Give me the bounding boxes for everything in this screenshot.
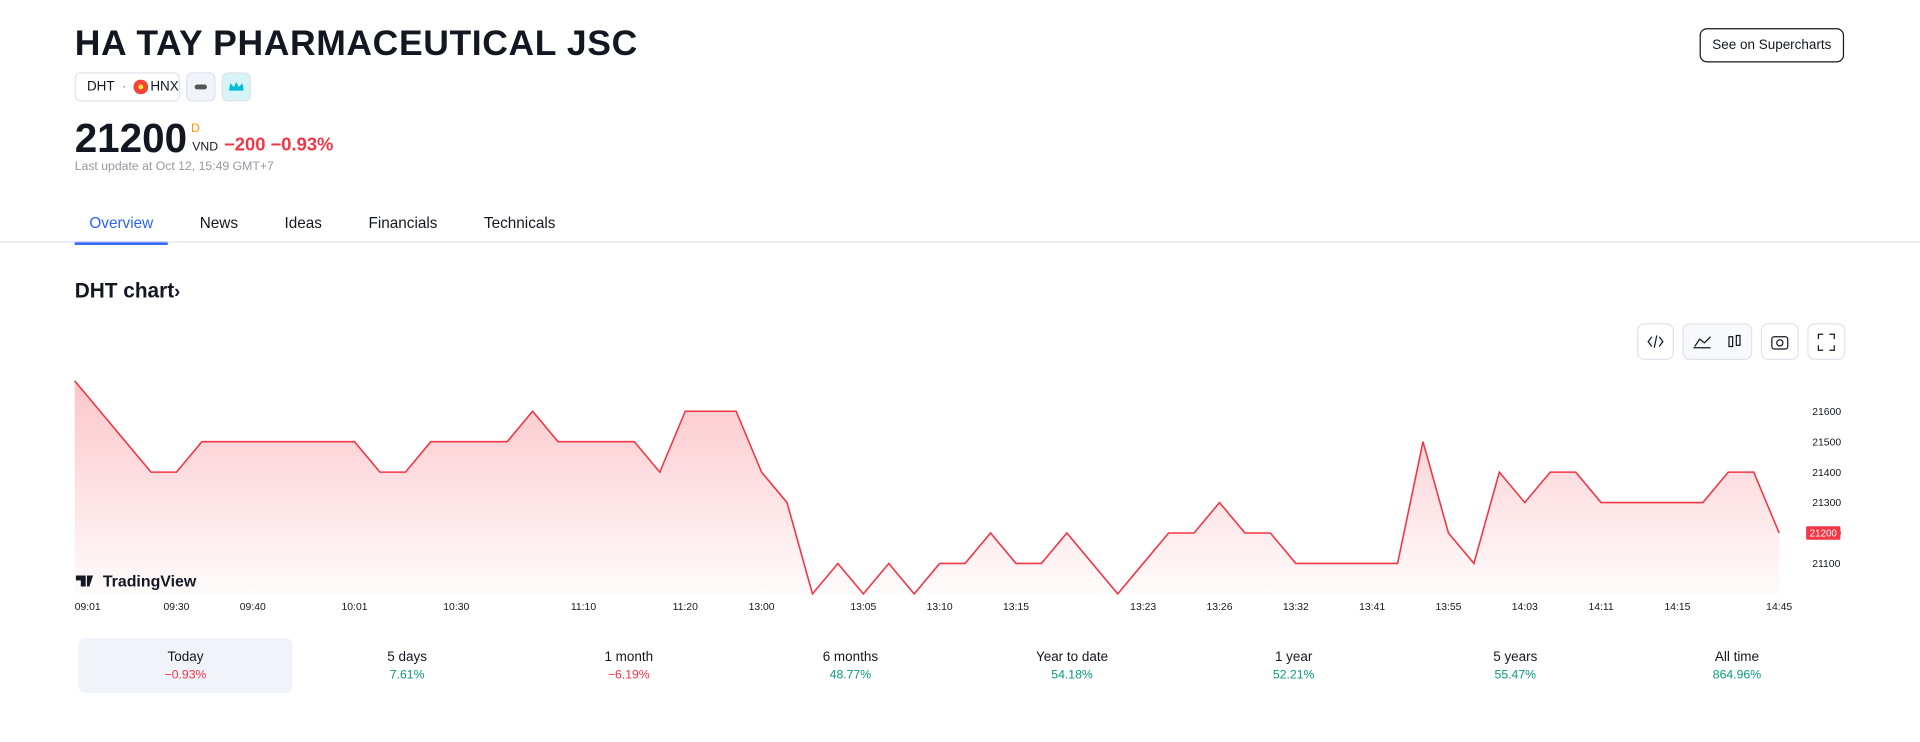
x-tick-label: 10:30 [443,602,469,613]
tab[interactable]: Overview [74,214,168,245]
period[interactable]: 1 month −6.19% [522,638,736,693]
period[interactable]: Today −0.93% [78,637,293,694]
ticker-chip[interactable]: DHT · HNX [74,72,181,102]
fullscreen-icon [1817,333,1835,351]
x-tick-label: 14:03 [1512,602,1538,613]
period-change: 55.47% [1494,668,1537,683]
tab[interactable]: Financials [368,214,438,232]
x-tick-label: 11:10 [571,602,596,613]
period[interactable]: 5 years 55.47% [1408,638,1622,693]
change: −200 −0.93% [224,135,333,156]
y-tick-label: 21500 [1812,437,1841,448]
x-tick-label: 14:45 [1766,602,1792,613]
x-tick-label: 13:32 [1283,602,1309,613]
icon-chip[interactable] [186,72,216,102]
x-tick-label: 14:11 [1588,602,1613,613]
change-pct: −0.93% [270,134,334,156]
period-change: 52.21% [1272,668,1315,683]
x-tick-label: 13:55 [1435,602,1461,613]
period[interactable]: Year to date 54.18% [965,638,1179,693]
exchange: HNX [150,79,179,95]
crown-chip[interactable] [221,72,252,102]
x-tick-label: 13:26 [1206,602,1232,613]
x-tick-label: 10:01 [342,602,368,613]
period[interactable]: 1 year 52.21% [1187,638,1401,693]
period-name: 6 months [822,650,879,665]
title: HA TAY PHARMACEUTICAL JSC [74,24,638,64]
period-change: 48.77% [829,668,872,683]
embed-button[interactable] [1637,323,1674,361]
section-title-text: DHT chart [74,279,175,303]
tabs: Overview News Ideas Financials Technicals [74,214,588,245]
period-change: −0.93% [164,668,207,683]
x-tick-label: 11:20 [673,602,698,613]
x-tick-label: 13:10 [927,602,953,613]
watermark-text: TradingView [103,574,197,591]
watermark-logo [75,575,94,587]
period-name: 5 years [1493,650,1538,665]
flag-icon [133,79,148,95]
period[interactable]: 5 days 7.61% [300,638,514,693]
y-tick-label: 21100 [1812,559,1840,570]
y-tick-label: 21600 [1812,407,1841,418]
watermark: TradingView [75,574,197,591]
camera-icon [1771,336,1789,350]
x-tick-label: 13:23 [1130,602,1156,613]
y-tick-label: 21400 [1812,468,1841,479]
period-change: 7.61% [389,668,425,683]
x-tick-label: 13:41 [1359,602,1385,613]
period-name: Year to date [1035,650,1109,665]
price: 21200 [74,115,188,161]
period-name: Today [167,650,204,665]
periods: Today −0.93% 5 days 7.61% 1 month −6.19% 6 mon… [78,637,1851,694]
change-abs: −200 [224,134,266,156]
embed-icon [1647,335,1664,348]
area-fill [74,380,1780,594]
x-tick-label: 13:05 [850,602,876,613]
period-name: 5 days [387,650,427,665]
chart-type-group[interactable] [1682,323,1753,361]
period-name: 1 month [604,650,654,665]
x-tick-label: 09:01 [75,602,101,613]
last-price-label: 21200 [1810,529,1838,540]
period-name: 1 year [1274,650,1313,665]
last-price-badge [1806,526,1841,540]
tab[interactable]: News [199,214,238,232]
currency-flag: D [191,122,200,136]
tab[interactable]: Technicals [483,214,556,232]
period-change: 54.18% [1051,668,1093,683]
tab[interactable]: Ideas [284,214,322,232]
period[interactable]: All time 864.96% [1630,638,1844,693]
currency: VND [192,140,219,155]
x-tick-label: 14:15 [1664,602,1690,613]
divider [0,241,1920,243]
y-tick-label: 21300 [1812,498,1841,509]
period-name: All time [1714,650,1760,665]
price-line [74,380,1780,596]
snapshot-button[interactable] [1760,323,1799,361]
x-tick-label: 13:00 [749,602,775,613]
ticker: DHT [86,79,115,95]
supercharts-button[interactable]: See on Supercharts [1699,28,1845,63]
x-tick-label: 09:40 [240,602,266,613]
chart-type-icons [1693,334,1741,349]
fullscreen-button[interactable] [1807,323,1846,361]
period-change: 864.96% [1712,668,1762,683]
x-tick-label: 13:15 [1003,602,1029,613]
period-change: −6.19% [607,668,650,683]
last-update: Last update at Oct 12, 15:49 GMT+7 [74,160,274,174]
period[interactable]: 6 months 48.77% [743,638,957,693]
x-tick-label: 09:30 [163,602,189,613]
section-title[interactable]: DHT chart› [74,279,181,303]
crown-icon [228,82,244,91]
